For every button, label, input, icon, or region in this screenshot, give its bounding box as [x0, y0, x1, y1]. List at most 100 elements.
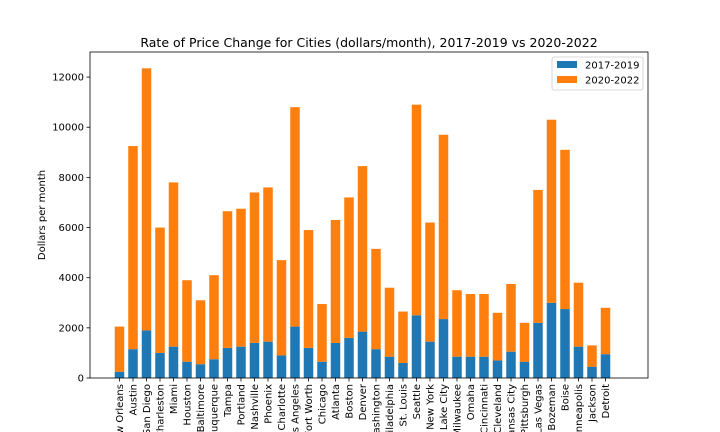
x-tick-label: New Orleans — [115, 384, 126, 432]
bar-series1-21 — [398, 362, 408, 378]
legend-swatch-series2 — [557, 76, 577, 83]
bar-series1-6 — [195, 364, 206, 378]
bar-series1-2 — [141, 330, 152, 378]
bar-series1-1 — [128, 349, 138, 378]
x-tick-label: Cleveland — [493, 384, 504, 432]
x-tick-label: Albuquerque — [210, 384, 221, 432]
bar-series2-32 — [546, 119, 557, 303]
bar-series1-16 — [330, 342, 341, 378]
legend-label-series2: 2020-2022 — [585, 76, 640, 87]
x-tick-label: New York — [426, 384, 437, 430]
y-tick-label: 12000 — [52, 73, 84, 84]
bar-series1-7 — [209, 359, 219, 378]
bar-series1-23 — [425, 341, 435, 378]
x-tick-label: St. Louis — [399, 384, 410, 426]
x-tick-label: Nashville — [250, 384, 261, 430]
bar-series2-17 — [344, 197, 354, 338]
bar-series1-28 — [492, 360, 503, 378]
bar-series2-30 — [519, 322, 530, 362]
x-tick-label: Baltimore — [196, 384, 207, 432]
bar-series1-29 — [506, 351, 516, 378]
bar-series2-35 — [587, 345, 597, 367]
x-tick-label: Houston — [183, 384, 194, 426]
x-tick-label: Pittsburgh — [520, 384, 531, 432]
x-tick-label: Philadelphia — [385, 384, 396, 432]
bar-series2-21 — [398, 311, 408, 363]
x-axis-ticks: New Orleans Austin San Diego Charleston Miam… — [115, 378, 612, 432]
bar-series2-18 — [357, 166, 368, 332]
x-tick-label: Austin — [129, 384, 140, 415]
x-tick-label: Fort Worth — [304, 384, 315, 432]
x-tick-label: Seattle — [412, 384, 423, 419]
legend: 2017-2019 2020-2022 — [551, 56, 644, 91]
y-axis-ticks: 0 2000 4000 6000 8000 10000 12000 — [52, 73, 90, 385]
bar-series1-26 — [465, 356, 476, 378]
x-tick-label: Los Angeles — [291, 384, 302, 432]
bar-series2-27 — [479, 293, 489, 357]
bar-series1-24 — [438, 319, 449, 378]
bar-series1-0 — [114, 371, 125, 378]
bar-series2-22 — [411, 104, 422, 316]
bar-series2-20 — [384, 287, 395, 357]
x-tick-label: Miami — [169, 384, 180, 414]
bar-series2-0 — [114, 326, 125, 372]
x-tick-label: Salt Lake City — [439, 384, 450, 432]
bar-series1-15 — [317, 361, 327, 378]
bar-series2-26 — [465, 293, 476, 357]
bar-series1-20 — [384, 356, 395, 378]
bars-group — [114, 68, 611, 378]
bar-series2-19 — [371, 248, 381, 350]
bar-series2-24 — [438, 134, 449, 320]
x-tick-label: San Diego — [142, 384, 153, 432]
bar-series1-13 — [290, 326, 300, 378]
bar-series1-22 — [411, 315, 422, 378]
bar-series1-8 — [222, 347, 233, 378]
bar-series2-15 — [317, 304, 327, 362]
bar-series1-12 — [276, 355, 287, 378]
bar-series1-19 — [371, 349, 381, 378]
x-tick-label: Bozeman — [547, 384, 558, 431]
x-tick-label: Charlotte — [277, 384, 288, 430]
bar-series1-33 — [560, 309, 570, 378]
bar-series2-33 — [560, 149, 570, 310]
bar-series1-3 — [155, 352, 165, 378]
bar-series1-17 — [344, 337, 354, 378]
bar-series2-25 — [452, 290, 462, 357]
plot-frame — [89, 51, 649, 379]
bar-series2-34 — [573, 282, 584, 347]
bar-series2-13 — [290, 107, 300, 327]
bar-series1-18 — [357, 331, 368, 378]
legend-swatch-series1 — [557, 61, 577, 68]
y-tick-label: 10000 — [52, 123, 84, 134]
bar-series2-4 — [168, 182, 179, 347]
legend-label-series1: 2017-2019 — [585, 61, 640, 72]
x-tick-label: Omaha — [466, 384, 477, 420]
bar-series1-4 — [168, 346, 179, 378]
bar-series2-1 — [128, 146, 138, 350]
bar-series2-8 — [222, 211, 233, 348]
y-axis-label: Dollars per month — [37, 170, 48, 260]
bar-series1-5 — [182, 361, 192, 378]
x-tick-label: Las Vegas — [534, 384, 545, 432]
bar-series2-11 — [263, 187, 273, 342]
bar-series2-3 — [155, 227, 165, 353]
x-tick-label: Minneapolis — [574, 384, 585, 432]
y-tick-label: 2000 — [59, 323, 84, 334]
bar-series1-34 — [573, 346, 584, 378]
bar-series2-31 — [533, 189, 543, 323]
bar-series1-9 — [236, 346, 246, 378]
bar-series2-10 — [249, 192, 260, 343]
bar-series2-2 — [141, 68, 152, 331]
x-tick-label: Washington — [372, 384, 383, 432]
y-tick-label: 4000 — [59, 273, 84, 284]
bar-series1-30 — [519, 361, 530, 378]
bar-series1-27 — [479, 356, 489, 378]
bar-series2-12 — [276, 260, 287, 356]
bar-series2-36 — [600, 307, 611, 355]
x-tick-label: Denver — [358, 383, 369, 420]
x-tick-label: Cincinnati — [480, 384, 491, 432]
x-tick-label: Detroit — [601, 384, 612, 419]
bar-series2-5 — [182, 280, 192, 362]
y-tick-label: 8000 — [59, 173, 84, 184]
